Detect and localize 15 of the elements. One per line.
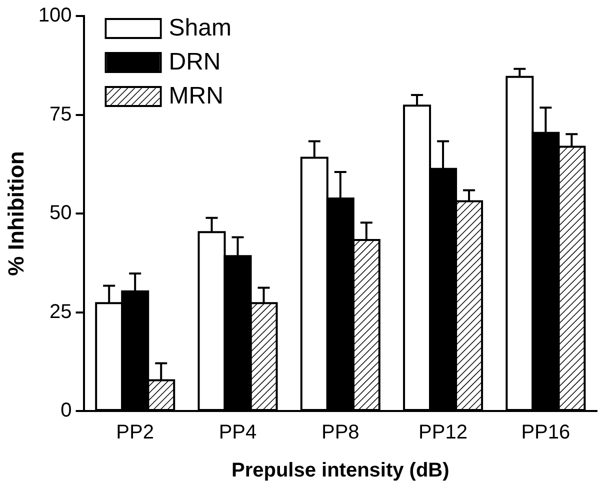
y-tick-label: 25 — [50, 300, 72, 323]
y-tick-label: 0 — [60, 400, 72, 422]
y-tick-label: 100 — [38, 4, 72, 27]
y-axis-title: % Inhibition — [3, 151, 28, 276]
x-tick-label: PP4 — [218, 422, 257, 444]
legend-label: Sham — [168, 14, 232, 42]
x-tick-label: PP16 — [521, 422, 570, 444]
x-tick-label: PP8 — [321, 422, 360, 444]
x-tick-label: PP12 — [418, 422, 468, 444]
legend-label: DRN — [168, 48, 221, 76]
x-axis-title: Prepulse intensity (dB) — [231, 460, 450, 482]
x-tick-label: PP2 — [116, 422, 154, 444]
y-tick-label: 75 — [50, 103, 72, 126]
y-tick-label: 50 — [50, 202, 72, 224]
legend-label: MRN — [168, 82, 224, 110]
